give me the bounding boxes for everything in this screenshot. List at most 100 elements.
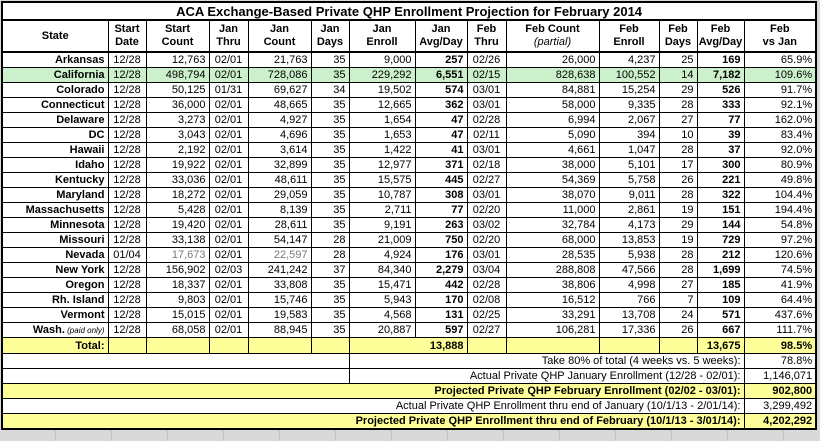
total-empty-cell[interactable] <box>145 337 210 354</box>
cell-feb-days[interactable]: 27 <box>658 277 698 293</box>
cell-feb-vs-jan[interactable]: 92.1% <box>743 97 817 113</box>
cell-start-date[interactable]: 12/28 <box>107 322 147 338</box>
cell-feb-count[interactable]: 32,784 <box>505 217 600 233</box>
cell-jan-enroll[interactable]: 9,000 <box>348 51 416 68</box>
cell-jan-enroll[interactable]: 12,665 <box>348 97 416 113</box>
total-jan-avg-day[interactable]: 13,888 <box>348 337 468 354</box>
cell-start-count[interactable]: 156,902 <box>145 262 210 278</box>
total-empty-cell[interactable] <box>466 337 507 354</box>
cell-feb-days[interactable]: 28 <box>658 187 698 203</box>
cell-jan-enroll[interactable]: 84,340 <box>348 262 416 278</box>
cell-jan-count[interactable]: 54,147 <box>247 232 312 248</box>
cell-jan-avg-day[interactable]: 47 <box>414 112 468 128</box>
cell-jan-enroll[interactable]: 5,943 <box>348 292 416 308</box>
total-feb-avg-day[interactable]: 13,675 <box>696 337 745 354</box>
cell-feb-days[interactable]: 28 <box>658 262 698 278</box>
cell-jan-avg-day[interactable]: 77 <box>414 202 468 218</box>
cell-jan-count[interactable]: 48,665 <box>247 97 312 113</box>
cell-feb-avg-day[interactable]: 300 <box>696 157 745 173</box>
cell-jan-count[interactable]: 21,763 <box>247 51 312 68</box>
cell-feb-count[interactable]: 38,070 <box>505 187 600 203</box>
cell-feb-thru[interactable]: 02/11 <box>466 127 507 143</box>
cell-jan-count[interactable]: 22,597 <box>247 247 312 263</box>
cell-jan-avg-day[interactable]: 445 <box>414 172 468 188</box>
cell-feb-enroll[interactable]: 5,938 <box>598 247 660 263</box>
cell-feb-enroll[interactable]: 4,173 <box>598 217 660 233</box>
cell-jan-count[interactable]: 728,086 <box>247 67 312 83</box>
cell-jan-avg-day[interactable]: 257 <box>414 51 468 68</box>
cell-feb-days[interactable]: 25 <box>658 51 698 68</box>
cell-jan-thru[interactable]: 02/03 <box>208 262 249 278</box>
cell-feb-thru[interactable]: 03/01 <box>466 82 507 98</box>
cell-jan-count[interactable]: 241,242 <box>247 262 312 278</box>
cell-feb-days[interactable]: 26 <box>658 322 698 338</box>
col-header-jan-days[interactable]: Jan Days <box>310 19 350 53</box>
cell-jan-thru[interactable]: 02/01 <box>208 67 249 83</box>
cell-feb-avg-day[interactable]: 7,182 <box>696 67 745 83</box>
cell-state[interactable]: Kentucky <box>1 172 109 188</box>
cell-feb-enroll[interactable]: 5,758 <box>598 172 660 188</box>
cell-jan-thru[interactable]: 02/01 <box>208 322 249 338</box>
col-header-feb-vs-jan[interactable]: Feb vs Jan <box>743 19 817 53</box>
summary-label[interactable]: Actual Private QHP Enrollment thru end o… <box>1 398 745 414</box>
total-empty-cell[interactable] <box>107 337 147 354</box>
cell-feb-count[interactable]: 38,000 <box>505 157 600 173</box>
col-header-feb-enroll[interactable]: Feb Enroll <box>598 19 660 53</box>
cell-feb-days[interactable]: 19 <box>658 232 698 248</box>
cell-feb-days[interactable]: 14 <box>658 67 698 83</box>
cell-start-date[interactable]: 12/28 <box>107 127 147 143</box>
total-empty-cell[interactable] <box>310 337 350 354</box>
cell-start-date[interactable]: 12/28 <box>107 202 147 218</box>
col-header-feb-avg-day[interactable]: Feb Avg/Day <box>696 19 745 53</box>
cell-feb-enroll[interactable]: 9,011 <box>598 187 660 203</box>
cell-jan-thru[interactable]: 01/31 <box>208 82 249 98</box>
cell-jan-count[interactable]: 48,611 <box>247 172 312 188</box>
cell-feb-vs-jan[interactable]: 80.9% <box>743 157 817 173</box>
cell-start-date[interactable]: 12/28 <box>107 307 147 323</box>
cell-feb-vs-jan[interactable]: 437.6% <box>743 307 817 323</box>
cell-feb-count[interactable]: 54,369 <box>505 172 600 188</box>
cell-feb-thru[interactable]: 02/08 <box>466 292 507 308</box>
cell-jan-days[interactable]: 35 <box>310 67 350 83</box>
cell-feb-enroll[interactable]: 17,336 <box>598 322 660 338</box>
summary-value[interactable]: 3,299,492 <box>743 398 817 414</box>
cell-start-count[interactable]: 18,272 <box>145 187 210 203</box>
cell-jan-avg-day[interactable]: 6,551 <box>414 67 468 83</box>
col-header-jan-avg-day[interactable]: Jan Avg/Day <box>414 19 468 53</box>
cell-feb-enroll[interactable]: 13,708 <box>598 307 660 323</box>
cell-jan-enroll[interactable]: 229,292 <box>348 67 416 83</box>
summary-label[interactable]: Actual Private QHP January Enrollment (1… <box>348 368 745 384</box>
cell-jan-count[interactable]: 88,945 <box>247 322 312 338</box>
cell-feb-vs-jan[interactable]: 54.8% <box>743 217 817 233</box>
cell-state[interactable]: Wash. (paid only) <box>1 322 109 338</box>
cell-feb-avg-day[interactable]: 77 <box>696 112 745 128</box>
cell-feb-vs-jan[interactable]: 194.4% <box>743 202 817 218</box>
cell-feb-avg-day[interactable]: 1,699 <box>696 262 745 278</box>
cell-jan-thru[interactable]: 02/01 <box>208 277 249 293</box>
cell-feb-avg-day[interactable]: 39 <box>696 127 745 143</box>
cell-feb-days[interactable]: 28 <box>658 142 698 158</box>
cell-jan-enroll[interactable]: 4,924 <box>348 247 416 263</box>
cell-start-count[interactable]: 33,138 <box>145 232 210 248</box>
cell-jan-avg-day[interactable]: 750 <box>414 232 468 248</box>
summary-value[interactable]: 1,146,071 <box>743 368 817 384</box>
summary-value[interactable]: 78.8% <box>743 353 817 369</box>
cell-state[interactable]: Idaho <box>1 157 109 173</box>
cell-feb-enroll[interactable]: 4,237 <box>598 51 660 68</box>
cell-feb-count[interactable]: 28,535 <box>505 247 600 263</box>
cell-feb-avg-day[interactable]: 151 <box>696 202 745 218</box>
cell-feb-count[interactable]: 68,000 <box>505 232 600 248</box>
cell-feb-enroll[interactable]: 1,047 <box>598 142 660 158</box>
cell-jan-thru[interactable]: 02/01 <box>208 187 249 203</box>
cell-jan-avg-day[interactable]: 131 <box>414 307 468 323</box>
cell-jan-count[interactable]: 69,627 <box>247 82 312 98</box>
cell-jan-days[interactable]: 35 <box>310 217 350 233</box>
cell-start-date[interactable]: 12/28 <box>107 232 147 248</box>
cell-feb-avg-day[interactable]: 169 <box>696 51 745 68</box>
cell-feb-avg-day[interactable]: 571 <box>696 307 745 323</box>
cell-jan-enroll[interactable]: 20,887 <box>348 322 416 338</box>
cell-feb-avg-day[interactable]: 526 <box>696 82 745 98</box>
cell-feb-thru[interactable]: 02/26 <box>466 51 507 68</box>
cell-feb-vs-jan[interactable]: 64.4% <box>743 292 817 308</box>
cell-feb-days[interactable]: 29 <box>658 82 698 98</box>
